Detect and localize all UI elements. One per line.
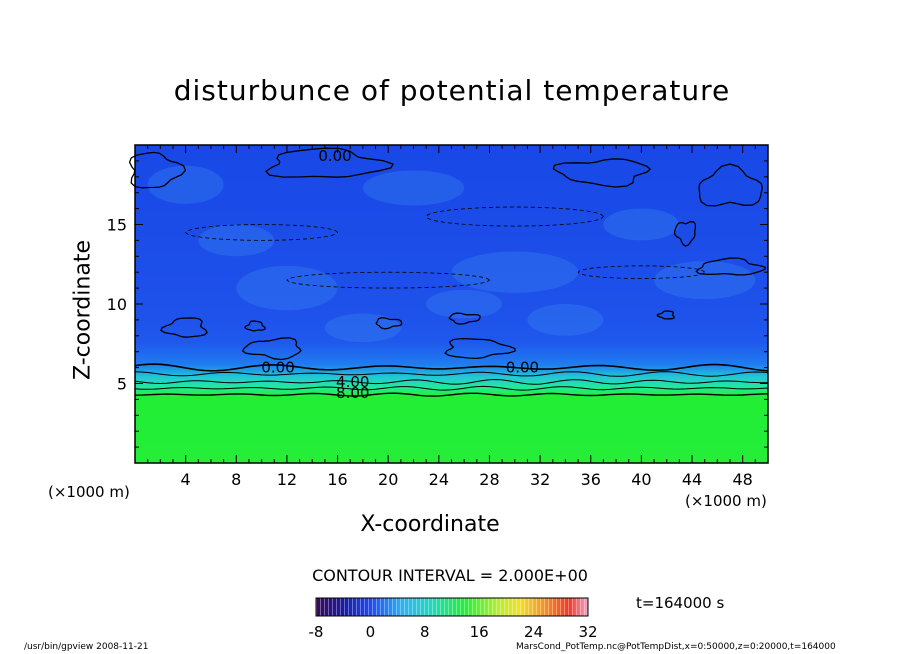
field-patch (147, 165, 224, 204)
contour-labels: 0.00 0.00 4.008.00 0.00 (261, 147, 539, 402)
field-patch (527, 304, 604, 336)
field-patch (654, 261, 756, 300)
colorbar-tick-label: 16 (470, 623, 489, 641)
contour-blob (241, 337, 302, 361)
time-label: t=164000 s (636, 594, 725, 612)
contour-blob (673, 221, 697, 247)
contour-label: 8.00 (336, 384, 369, 402)
field-patch (426, 289, 503, 319)
field-patch (324, 313, 401, 343)
contour-interval: CONTOUR INTERVAL = 2.000E+00 (312, 566, 588, 585)
x-ticks: 4 8 12 16 20 24 28 32 36 40 44 48 (134, 145, 769, 489)
colorbar-tick-label: -8 (309, 623, 324, 641)
colorbar-tick-label: 24 (524, 623, 543, 641)
contour-6 (134, 385, 769, 391)
contour-4 (134, 378, 769, 385)
footer-right: MarsCond_PotTemp.nc@PotTempDist,x=0:5000… (516, 642, 836, 652)
field-patch (451, 251, 579, 293)
x-tick-label: 16 (327, 470, 347, 489)
contour-label: 0.00 (506, 359, 539, 377)
contour-blob (244, 320, 266, 332)
y-tick-label: 10 (107, 295, 127, 314)
contour-blob (375, 317, 403, 330)
footer-left: /usr/bin/gpview 2008-11-21 (24, 642, 149, 652)
contour-negative (185, 224, 339, 241)
x-tick-label: 32 (530, 470, 550, 489)
field-patch (236, 265, 338, 311)
x-tick-label: 8 (231, 470, 241, 489)
x-tick-label: 48 (733, 470, 753, 489)
x-tick-label: 36 (581, 470, 601, 489)
contour-label: 4.00 (336, 373, 369, 391)
x-tick-label: 40 (631, 470, 651, 489)
contour-blob (160, 317, 208, 338)
colorbar-stripes (316, 598, 588, 616)
contour-negative (577, 265, 706, 280)
contour-8 (134, 392, 769, 397)
x-tick-label: 12 (277, 470, 297, 489)
x-tick-label: 24 (429, 470, 449, 489)
field-patch (198, 224, 275, 257)
y-axis-label: Z-coordinate (70, 240, 96, 380)
contour-blob (698, 163, 763, 207)
field-patch (603, 208, 680, 241)
contour-blob (552, 158, 652, 188)
contour-label: 0.00 (261, 359, 294, 377)
x-tick-label: 28 (479, 470, 499, 489)
heatmap-field (135, 145, 768, 463)
contour-0 (134, 363, 769, 372)
field-patch (362, 170, 465, 206)
contour-negative (425, 206, 604, 227)
colorbar-tick-label: 8 (420, 623, 430, 641)
contour-lines (128, 147, 769, 397)
contour-negative (286, 271, 491, 289)
chart-title: disturbunce of potential temperature (173, 74, 731, 107)
colorbar-tick-label: 32 (578, 623, 597, 641)
x-axis-label: X-coordinate (360, 512, 500, 537)
contour-blob (695, 257, 767, 276)
x-tick-label: 20 (378, 470, 398, 489)
y-tick-label: 15 (107, 216, 127, 235)
y-tick-label: 5 (117, 375, 127, 394)
contour-label: 0.00 (318, 147, 351, 165)
colorbar-frame (315, 597, 589, 617)
contour-blob (444, 337, 516, 360)
contour-blob (656, 310, 675, 320)
y-ticks: 5 10 15 (107, 144, 768, 464)
field-background (135, 145, 768, 463)
contour-blob (265, 147, 395, 178)
contour-2 (134, 371, 769, 377)
contour-blob (448, 312, 481, 325)
colorbar-tick-label: 0 (366, 623, 376, 641)
colorbar: -8 0 8 16 24 32 (309, 597, 598, 641)
x-tick-label: 44 (682, 470, 702, 489)
x-tick-label: 4 (181, 470, 191, 489)
x-unit-label-left: (×1000 m) (48, 483, 130, 501)
x-unit-label-right: (×1000 m) (685, 492, 767, 510)
